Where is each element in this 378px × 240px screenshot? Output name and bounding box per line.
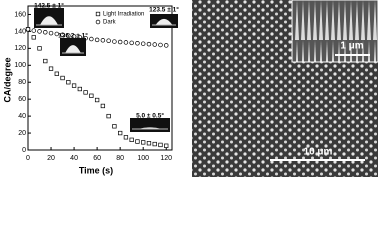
point [66, 80, 71, 85]
point [31, 28, 37, 33]
point [37, 29, 42, 34]
y-tick-label: 0 [22, 147, 26, 154]
point [117, 39, 123, 45]
y-tick-label: 100 [14, 62, 26, 69]
legend-label: Dark [103, 20, 117, 26]
point [118, 130, 123, 136]
droplet [155, 18, 173, 25]
point [83, 90, 88, 95]
x-tick-label: 0 [26, 155, 30, 162]
x-axis-label: Time (s) [79, 165, 113, 175]
point [31, 35, 36, 40]
point [60, 75, 65, 81]
droplet-inset [130, 118, 170, 132]
point [129, 40, 134, 46]
point [158, 42, 163, 48]
droplet [40, 16, 58, 25]
point [141, 140, 146, 145]
annotation: 123.5 ± 1° [149, 6, 179, 14]
legend-label: Light Irradiation [103, 12, 144, 18]
point [94, 97, 100, 103]
point [158, 142, 163, 148]
y-axis-label: CA/degree [2, 57, 12, 102]
scale-label: 10 μm [304, 147, 333, 158]
x-tick-label: 120 [160, 155, 172, 162]
point [164, 143, 169, 148]
annotation: 142.5 ± 1° [34, 2, 64, 10]
y-tick-label: 160 [14, 11, 26, 18]
x-tick-label: 20 [47, 155, 55, 162]
point [54, 31, 60, 37]
y-tick-label: 20 [18, 130, 26, 137]
point [71, 83, 77, 88]
point [89, 36, 94, 42]
point [146, 141, 152, 146]
figure: 1 μm 10 μm Time (s) CA/degree 0 20 40 60 80 1… [2, 0, 378, 177]
annotation: 5.0 ± 0.5° [136, 112, 164, 120]
sem-inset [291, 0, 378, 63]
point [112, 39, 117, 44]
y-tick-label: 140 [14, 28, 26, 35]
point [135, 139, 140, 144]
point [43, 58, 48, 64]
point [112, 124, 117, 129]
point [25, 27, 31, 32]
point [100, 103, 106, 109]
droplet [65, 45, 81, 53]
point [152, 42, 157, 47]
point [37, 46, 42, 51]
point [123, 135, 129, 140]
y-tick-label: 80 [18, 79, 26, 86]
point [94, 37, 100, 43]
y-tick-label: 40 [18, 113, 26, 120]
x-tick-label: 40 [70, 155, 78, 162]
point [48, 66, 54, 71]
point [135, 41, 140, 46]
y-tick-label: 60 [18, 96, 26, 103]
point [100, 38, 106, 43]
point [60, 32, 65, 38]
point [152, 141, 157, 147]
plot-frame [27, 5, 173, 151]
legend-marker [95, 19, 101, 25]
point [77, 86, 82, 92]
x-tick-label: 100 [137, 155, 149, 162]
x-tick-label: 80 [116, 155, 124, 162]
point [129, 137, 134, 142]
point [146, 41, 152, 47]
annotation: 136.2 ± 1° [58, 32, 88, 40]
legend-marker [95, 11, 101, 17]
point [123, 40, 129, 45]
point [54, 71, 59, 76]
point [89, 93, 94, 98]
point [140, 41, 146, 46]
point [106, 113, 111, 119]
point [48, 30, 54, 36]
chart: Time (s) CA/degree 0 20 40 60 80 100 120 140 160… [2, 2, 179, 176]
point [106, 38, 111, 43]
point [163, 43, 169, 48]
point [43, 30, 48, 35]
scale-label: 1 μm [340, 41, 363, 52]
x-tick-label: 60 [93, 155, 101, 162]
y-tick-label: 120 [14, 45, 26, 52]
point [66, 33, 71, 38]
